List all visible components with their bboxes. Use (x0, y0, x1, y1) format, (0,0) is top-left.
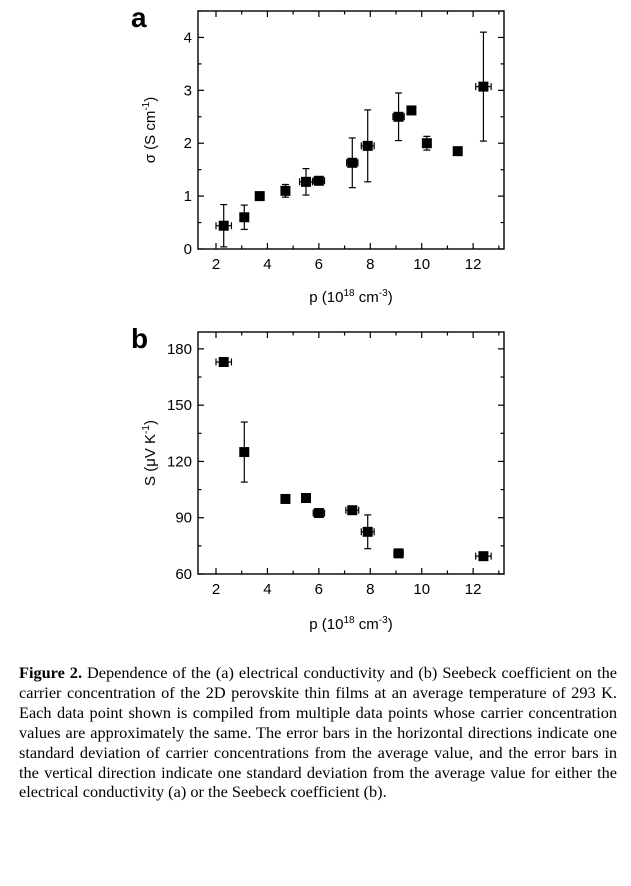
panel-b-x-axis-title: p (1018 cm-3) (309, 615, 392, 633)
data-point (239, 421, 250, 483)
data-marker (393, 548, 404, 559)
figure-caption: Figure 2. Dependence of the (a) electric… (19, 663, 617, 802)
panel-a-x-axis-title: p (1018 cm-3) (309, 288, 392, 306)
data-point (393, 548, 404, 559)
x-tick-label: 10 (413, 581, 430, 598)
data-marker (313, 508, 324, 519)
data-marker (280, 493, 291, 504)
data-marker (218, 357, 229, 368)
y-tick-label: 150 (167, 397, 192, 414)
data-marker (362, 526, 373, 537)
data-marker (421, 138, 432, 149)
data-marker (362, 140, 373, 151)
y-tick-label: 4 (184, 29, 192, 46)
data-point (298, 168, 314, 196)
data-point (475, 31, 492, 142)
panel-b-y-axis-title: S (μV K-1) (141, 420, 159, 486)
data-point (280, 183, 291, 198)
x-tick-label: 4 (263, 581, 271, 598)
y-tick-label: 180 (167, 341, 192, 358)
data-marker (478, 81, 489, 92)
data-marker (347, 157, 358, 168)
data-point (452, 146, 463, 157)
data-point (346, 137, 359, 189)
panel-b-label: b (131, 323, 148, 354)
x-tick-label: 12 (465, 256, 482, 273)
figure-caption-label: Figure 2. (19, 663, 83, 682)
data-marker (393, 111, 404, 122)
data-marker (239, 212, 250, 223)
data-point (345, 505, 360, 516)
y-tick-label: 60 (175, 566, 192, 583)
data-marker (254, 191, 265, 202)
data-point (360, 514, 375, 550)
data-point (254, 191, 265, 202)
data-point (406, 105, 417, 116)
data-marker (478, 551, 489, 562)
panel-a-label: a (131, 2, 147, 33)
data-point (421, 135, 432, 151)
x-tick-label: 4 (263, 256, 271, 273)
data-marker (347, 505, 358, 516)
y-tick-label: 2 (184, 135, 192, 152)
data-marker (313, 175, 324, 186)
data-point (301, 493, 311, 504)
x-tick-label: 12 (465, 581, 482, 598)
x-tick-label: 6 (315, 581, 323, 598)
data-point (280, 493, 291, 504)
x-tick-label: 8 (366, 256, 374, 273)
data-point (215, 357, 233, 368)
data-marker (280, 185, 291, 196)
panel-a-y-axis-title: σ (S cm-1) (141, 97, 159, 164)
data-point (392, 92, 405, 142)
data-point (312, 175, 326, 186)
data-marker (239, 447, 250, 458)
data-marker (301, 493, 311, 504)
data-marker (452, 146, 463, 157)
data-point (360, 109, 375, 183)
y-tick-label: 120 (167, 453, 192, 470)
data-point (215, 203, 233, 248)
data-marker (218, 220, 229, 231)
x-tick-label: 2 (212, 256, 220, 273)
data-point (312, 508, 326, 519)
y-tick-label: 1 (184, 188, 192, 205)
x-tick-label: 10 (413, 256, 430, 273)
panel-a-plot-frame (197, 10, 505, 250)
y-tick-label: 0 (184, 241, 192, 258)
figure-caption-text: Dependence of the (a) electrical conduct… (19, 663, 617, 802)
data-marker (406, 105, 417, 116)
panel-b-chart: b 2 4 6 8 10 12 60 90 120 150 180 p (1018 cm-3) S … (131, 323, 505, 633)
y-tick-label: 90 (175, 510, 192, 527)
data-point (239, 204, 250, 231)
y-tick-label: 3 (184, 82, 192, 99)
data-point (475, 551, 492, 562)
data-marker (301, 176, 311, 187)
x-tick-label: 2 (212, 581, 220, 598)
x-tick-label: 6 (315, 256, 323, 273)
panel-b-plot-frame (197, 331, 505, 575)
x-tick-label: 8 (366, 581, 374, 598)
